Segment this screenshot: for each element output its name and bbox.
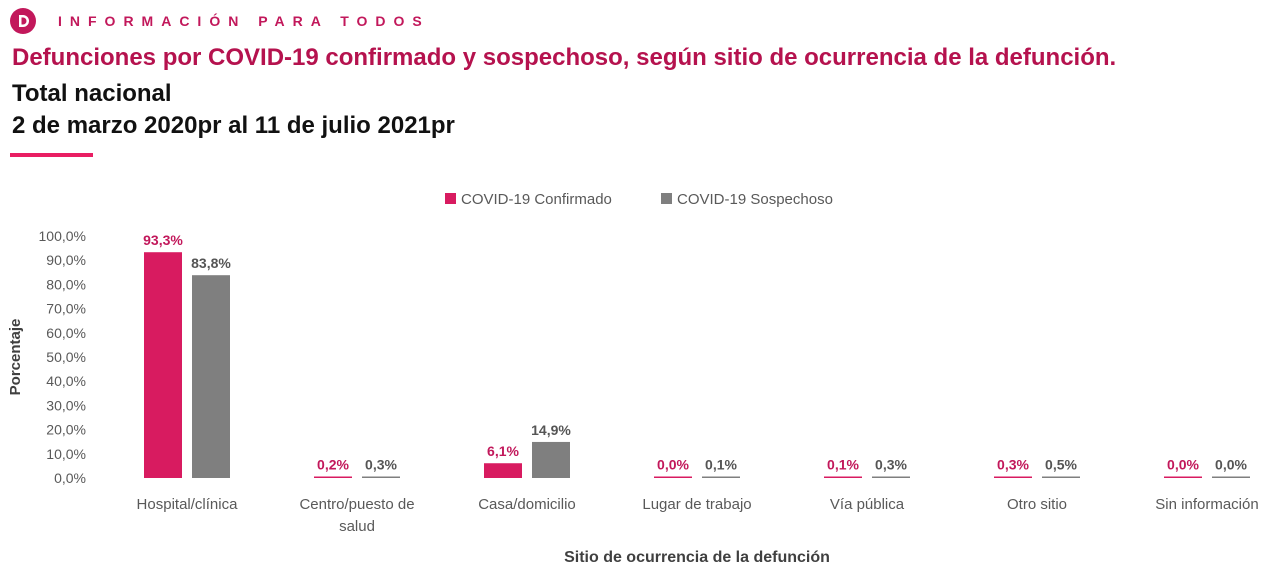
- legend-label-sospechoso: COVID-19 Sospechoso: [677, 191, 833, 208]
- bar-confirmado: [994, 476, 1032, 478]
- x-tick-label: Centro/puesto de: [299, 496, 414, 513]
- y-tick-label: 60,0%: [46, 325, 86, 341]
- data-label: 0,0%: [1215, 457, 1247, 473]
- bar-confirmado: [654, 476, 692, 478]
- brand-logo-icon: [10, 8, 36, 34]
- bar-sospechoso: [872, 476, 910, 478]
- title-accent-line: [10, 153, 93, 157]
- data-label: 0,0%: [657, 457, 689, 473]
- data-label: 0,5%: [1045, 457, 1077, 473]
- y-axis-title: Porcentaje: [7, 319, 24, 396]
- bar-confirmado: [1164, 476, 1202, 478]
- y-tick-label: 40,0%: [46, 373, 86, 389]
- x-tick-label: Casa/domicilio: [478, 496, 576, 513]
- data-label: 0,2%: [317, 457, 349, 473]
- bar-sospechoso: [702, 476, 740, 478]
- legend-swatch-confirmado: [445, 193, 456, 204]
- data-label: 0,1%: [705, 457, 737, 473]
- bar-sospechoso: [192, 275, 230, 478]
- x-tick-label: Otro sitio: [1007, 496, 1067, 513]
- subtitle-scope: Total nacional: [12, 80, 172, 107]
- x-tick-label: Lugar de trabajo: [642, 496, 751, 513]
- y-tick-label: 100,0%: [39, 228, 86, 244]
- data-label: 0,3%: [875, 457, 907, 473]
- brand-text: INFORMACIÓN PARA TODOS: [58, 13, 430, 29]
- bar-confirmado: [314, 476, 352, 478]
- page-title: Defunciones por COVID-19 confirmado y so…: [12, 44, 1117, 71]
- bar-confirmado: [484, 463, 522, 478]
- y-tick-label: 20,0%: [46, 422, 86, 438]
- bar-sospechoso: [362, 476, 400, 478]
- y-tick-label: 10,0%: [46, 446, 86, 462]
- data-label: 0,3%: [365, 457, 397, 473]
- y-tick-label: 70,0%: [46, 301, 86, 317]
- x-axis-title: Sitio de ocurrencia de la defunción: [564, 549, 830, 566]
- bar-confirmado: [824, 476, 862, 478]
- bar-sospechoso: [1042, 476, 1080, 478]
- data-label: 0,0%: [1167, 457, 1199, 473]
- subtitle-period: 2 de marzo 2020pr al 11 de julio 2021pr: [12, 112, 455, 139]
- x-tick-label: Hospital/clínica: [137, 496, 239, 513]
- data-label: 14,9%: [531, 422, 571, 438]
- data-label: 93,3%: [143, 232, 183, 248]
- data-label: 0,3%: [997, 457, 1029, 473]
- legend-swatch-sospechoso: [661, 193, 672, 204]
- x-tick-label: salud: [339, 518, 375, 535]
- x-tick-label: Sin información: [1155, 496, 1258, 513]
- brand-header: INFORMACIÓN PARA TODOS: [10, 8, 430, 34]
- bar-confirmado: [144, 252, 182, 478]
- y-tick-label: 50,0%: [46, 349, 86, 365]
- x-tick-label: Vía pública: [830, 496, 905, 513]
- data-label: 83,8%: [191, 255, 231, 271]
- bar-sospechoso: [1212, 476, 1250, 478]
- y-tick-label: 80,0%: [46, 276, 86, 292]
- y-tick-label: 0,0%: [54, 470, 86, 486]
- bar-sospechoso: [532, 441, 570, 478]
- data-label: 6,1%: [487, 443, 519, 459]
- y-tick-label: 30,0%: [46, 397, 86, 413]
- data-label: 0,1%: [827, 457, 859, 473]
- y-tick-label: 90,0%: [46, 252, 86, 268]
- legend-label-confirmado: COVID-19 Confirmado: [461, 191, 612, 208]
